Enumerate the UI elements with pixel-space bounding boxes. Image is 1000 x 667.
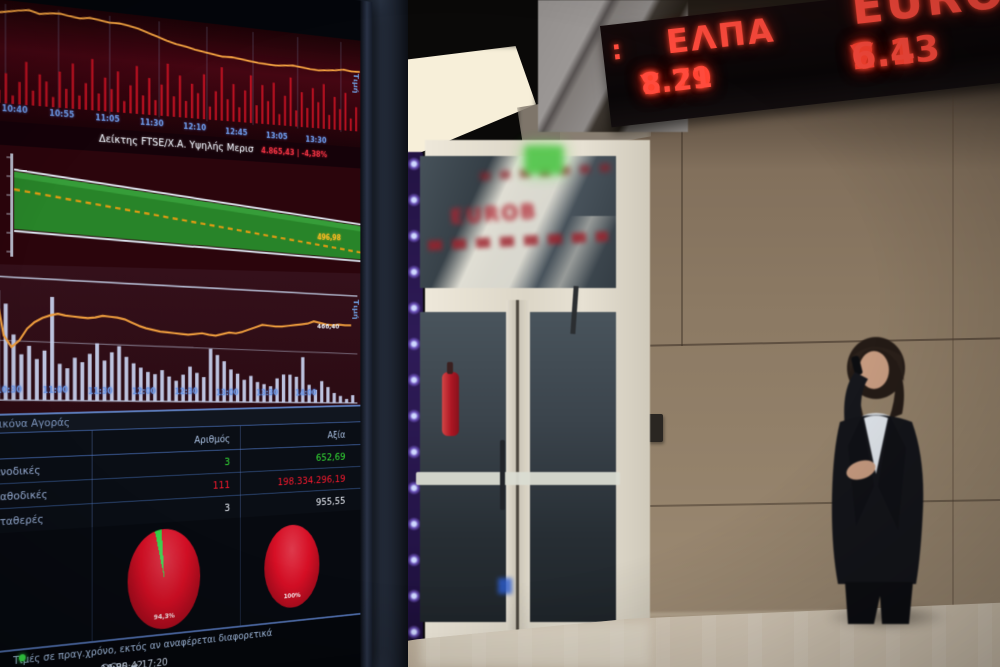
volume-price-chart: 10:30 11:00 11:30 12:00 12:30 13:00 13:30 14:00… xyxy=(0,264,361,414)
table-gridline xyxy=(91,527,93,642)
gesture-hand xyxy=(846,460,876,480)
ticker-symbol: ΕΛΠΑ xyxy=(664,10,778,62)
table-gridline xyxy=(91,430,93,529)
light-reflection xyxy=(460,216,616,288)
phone-arm xyxy=(844,372,868,428)
pie-chart-declining-majority: 94,3% xyxy=(127,526,201,633)
wall-seam xyxy=(952,96,954,611)
index-value: 4.865,43 | -4,38% xyxy=(261,146,328,161)
axis-label-price: Τιμή xyxy=(351,299,359,320)
column-value: Αξία xyxy=(327,429,346,441)
table-gridline xyxy=(240,517,241,626)
screen-bezel-edge xyxy=(360,0,373,667)
transom-glass: EUROB xyxy=(420,156,616,288)
last-price-label: 466,40 xyxy=(317,322,340,331)
purple-led-strip xyxy=(406,152,423,640)
pie-chart-all-declining: 100% xyxy=(264,523,320,611)
fire-extinguisher xyxy=(442,372,459,436)
exit-sign xyxy=(525,146,563,174)
woman-on-phone xyxy=(831,337,924,624)
wall-access-device xyxy=(648,414,663,442)
market-display-screen: 10:40 10:55 11:05 11:30 12:10 12:45 13:05 13:30… xyxy=(0,0,373,667)
door-push-bar xyxy=(416,472,620,485)
column-count: Αριθμός xyxy=(194,433,231,447)
trousers xyxy=(845,582,913,624)
hair-side-right xyxy=(889,360,904,419)
ticker-separator: ∶ xyxy=(611,37,623,69)
axis-label-price: Τιμή xyxy=(351,73,359,94)
table-gridline xyxy=(240,425,241,519)
blouse-v xyxy=(864,415,888,474)
wall-seam xyxy=(681,116,683,346)
last-value-label: 496,98 xyxy=(317,233,341,243)
index-intraday-chart: 10:40 10:55 11:05 11:30 12:10 12:45 13:05 13:30… xyxy=(0,0,361,148)
value-area-chart: Αξία 496,98 xyxy=(0,144,361,274)
phone xyxy=(851,355,863,376)
blazer-lapel-right xyxy=(878,416,906,530)
axis-label-value: Αξία xyxy=(0,178,1,203)
blue-object xyxy=(498,578,512,594)
left-door-glass xyxy=(420,312,506,622)
right-door-glass xyxy=(530,312,616,622)
entrance-doors: EUROB xyxy=(406,140,650,645)
fire-extinguisher-nozzle xyxy=(447,362,453,374)
door-gap xyxy=(516,300,519,630)
door-handle xyxy=(500,440,505,510)
